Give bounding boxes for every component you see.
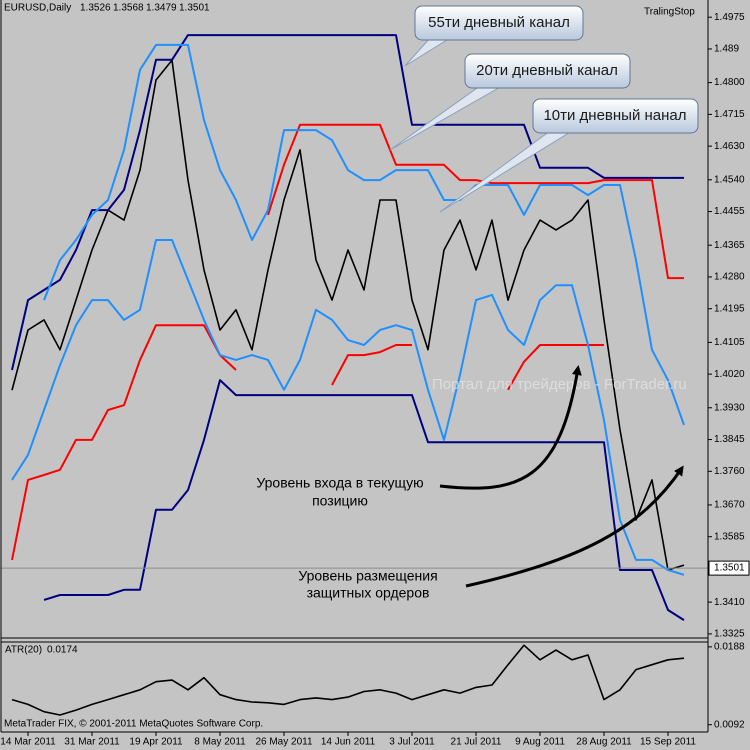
frame bbox=[0, 0, 709, 733]
y-tick-label: 1.3760 bbox=[714, 466, 745, 477]
y-tick-label: 1.4800 bbox=[714, 77, 745, 88]
x-tick-label: 3 Jul 2011 bbox=[389, 737, 435, 748]
y-tick-label: 1.4975 bbox=[714, 12, 745, 23]
note-text: позицию bbox=[312, 493, 368, 509]
indicator-name: ATR(20) bbox=[5, 645, 42, 656]
y-tick-label: 1.3845 bbox=[714, 434, 745, 445]
x-tick-label: 14 Jun 2011 bbox=[321, 737, 376, 748]
callout-text: 20ти дневный канал bbox=[476, 62, 618, 79]
footer: MetaTrader FIX, © 2001-2011 MetaQuotes S… bbox=[4, 719, 263, 730]
note-arrow bbox=[439, 365, 582, 490]
x-tick-label: 21 Jul 2011 bbox=[451, 737, 502, 748]
x-tick-label: 15 Sep 2011 bbox=[640, 737, 696, 748]
y-tick-label: 1.4105 bbox=[714, 337, 745, 348]
note-arrow bbox=[465, 465, 684, 588]
y-tick-label: 1.489 bbox=[714, 44, 739, 55]
y-tick-label: 1.3930 bbox=[714, 402, 745, 413]
y-tick-label: 1.4365 bbox=[714, 240, 745, 251]
x-tick-label: 19 Apr 2011 bbox=[129, 737, 183, 748]
series-line bbox=[267, 123, 684, 280]
y-tick-label: 1.3410 bbox=[714, 597, 745, 608]
indicator-value: 0.0174 bbox=[47, 645, 78, 656]
note-text: Уровень входа в текущую bbox=[256, 475, 423, 491]
callout: 10ти дневный нанал bbox=[439, 98, 699, 213]
y-tick-label: 1.4020 bbox=[714, 369, 745, 380]
y-tick-label: 1.4630 bbox=[714, 141, 745, 152]
series-line bbox=[43, 43, 685, 426]
y-tick-label: 1.4195 bbox=[714, 303, 745, 314]
ohlc-value: 1.3568 bbox=[113, 3, 144, 14]
callout-text: 55ти дневный канал bbox=[428, 14, 570, 31]
y-tick-label: 1.4715 bbox=[714, 109, 745, 120]
ohlc-value: 1.3501 bbox=[179, 3, 210, 14]
x-tick-label: 14 Mar 2011 bbox=[0, 737, 56, 748]
x-tick-label: 8 May 2011 bbox=[194, 737, 246, 748]
callout: 55ти дневный канал bbox=[404, 5, 584, 67]
ohlc-value: 1.3479 bbox=[146, 3, 177, 14]
x-tick-label: 26 May 2011 bbox=[255, 737, 313, 748]
current-price-label: 1.3501 bbox=[714, 563, 745, 574]
note-text: защитных ордеров bbox=[307, 585, 430, 601]
current-price-box bbox=[708, 560, 750, 576]
y-tick-label: 0.0188 bbox=[714, 642, 745, 653]
callout: 20ти дневный канал bbox=[389, 53, 631, 151]
y-tick-label: 1.4455 bbox=[714, 206, 745, 217]
y-tick-label: 1.4280 bbox=[714, 272, 745, 283]
ohlc-value: 1.3526 bbox=[80, 3, 111, 14]
x-tick-label: 28 Aug 2011 bbox=[576, 737, 632, 748]
series-line bbox=[43, 379, 685, 621]
x-tick-label: 9 Aug 2011 bbox=[515, 737, 565, 748]
note-text: Уровень размещения bbox=[298, 568, 437, 584]
x-tick-label: 31 Mar 2011 bbox=[64, 737, 120, 748]
y-tick-label: 1.3325 bbox=[714, 629, 745, 640]
y-tick-label: 1.4540 bbox=[714, 174, 745, 185]
y-tick-label: 1.3670 bbox=[714, 500, 745, 511]
series-line bbox=[11, 239, 685, 576]
indicator-label: TralingStop bbox=[644, 7, 695, 18]
plot-area bbox=[1, 34, 708, 716]
symbol: EURUSD,Daily bbox=[4, 3, 71, 14]
callout-text: 10ти дневный нанал bbox=[543, 107, 686, 124]
series-line bbox=[11, 644, 685, 716]
series-line bbox=[11, 59, 685, 571]
y-tick-label: 1.3585 bbox=[714, 531, 745, 542]
callout-box bbox=[464, 53, 631, 89]
callout-box bbox=[414, 5, 584, 41]
watermark: Портал для трейдеров - ForTrader.ru bbox=[432, 376, 687, 393]
callout-box bbox=[532, 98, 699, 134]
series-line bbox=[11, 34, 684, 371]
y-tick-label: 0.0092 bbox=[714, 719, 745, 730]
